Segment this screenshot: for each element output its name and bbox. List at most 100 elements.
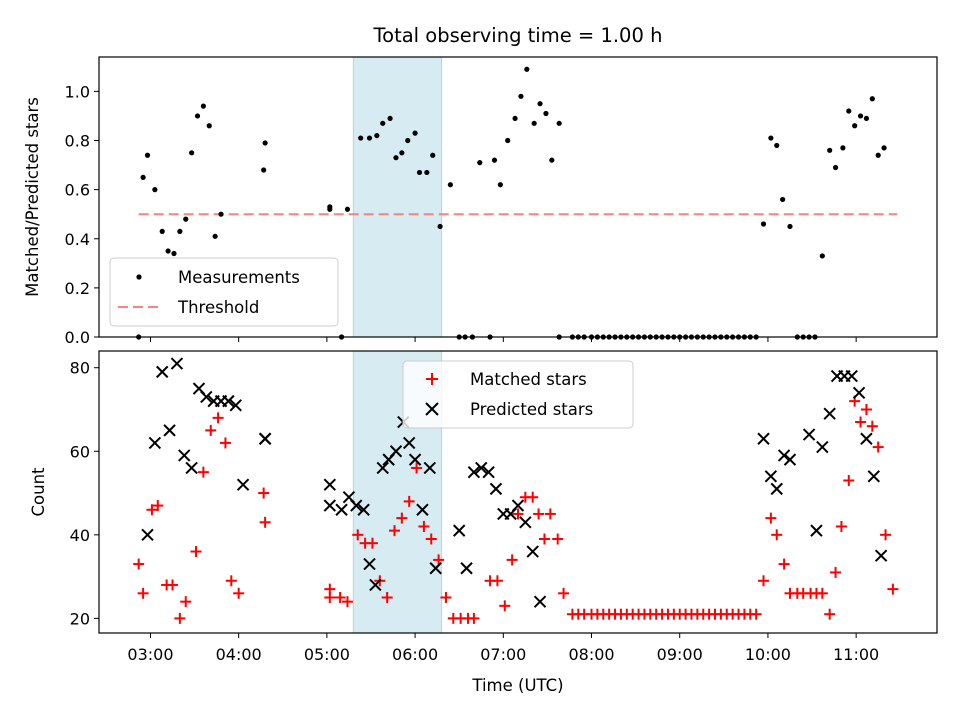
matched-star-point [558, 587, 570, 599]
top-legend: Measurements Threshold [109, 257, 339, 327]
matched-star-point [219, 437, 231, 449]
measurement-point [827, 147, 833, 153]
matched-star-point [352, 529, 364, 541]
matched-star-point [506, 554, 518, 566]
measurement-point [497, 182, 503, 188]
predicted-star-point [369, 578, 382, 592]
x-tick-label: 11:00 [833, 645, 879, 664]
measurement-point [852, 123, 858, 129]
matched-star-point [765, 512, 777, 524]
bottom-y-tick-label: 40 [70, 526, 90, 545]
predicted-star-point [460, 562, 473, 575]
legend-predicted-label: Predicted stars [470, 400, 593, 419]
predicted-star-point [860, 432, 873, 445]
bottom-plot-frame [98, 350, 938, 634]
predicted-star-point [323, 478, 337, 491]
measurement-point [171, 250, 177, 257]
legend-matched-label: Matched stars [470, 370, 587, 389]
matched-star-point [771, 529, 783, 541]
measurement-point [159, 228, 165, 234]
legend-predicted-marker [425, 402, 439, 416]
matched-star-point [137, 587, 149, 599]
predicted-star-point [810, 524, 823, 537]
measurement-point [344, 206, 351, 212]
matched-star-point [381, 591, 393, 603]
predicted-star-point [511, 499, 525, 512]
measurement-point [840, 145, 846, 151]
measurements-series [136, 66, 887, 340]
predicted-star-point [200, 390, 213, 404]
predicted-star-point [335, 503, 348, 516]
matched-star-point [174, 612, 186, 624]
matched-star-point [855, 416, 867, 428]
predicted-star-point [402, 436, 416, 450]
predicted-stars-series [141, 357, 888, 608]
predicted-star-point [526, 545, 539, 558]
x-tick-label: 03:00 [127, 645, 173, 664]
predicted-star-point [783, 453, 797, 466]
predicted-star-point [416, 503, 429, 516]
measurement-point [857, 113, 864, 119]
x-tick-label: 09:00 [657, 645, 703, 664]
predicted-star-point [222, 394, 235, 408]
measurement-point [524, 66, 530, 72]
matched-star-point [197, 466, 209, 478]
matched-star-point [440, 591, 452, 603]
matched-star-point [233, 587, 245, 599]
x-tick-label: 04:00 [216, 645, 262, 664]
measurement-point [543, 110, 549, 117]
measurement-point [399, 150, 405, 156]
matched-star-point [816, 587, 828, 599]
matched-star-point [334, 591, 346, 603]
predicted-star-point [816, 440, 829, 454]
predicted-star-point [452, 524, 466, 537]
predicted-star-point [467, 465, 481, 479]
measurement-point [491, 157, 498, 163]
predicted-star-point [350, 499, 363, 512]
predicted-star-point [519, 516, 532, 529]
measurement-point [437, 223, 443, 230]
x-tick-label: 07:00 [480, 645, 526, 664]
matched-star-point [133, 558, 145, 570]
measurement-point [405, 137, 411, 144]
matched-star-point [180, 596, 192, 608]
matched-star-point [396, 512, 408, 524]
matched-star-point [872, 441, 884, 453]
matched-star-point [758, 575, 770, 587]
matched-star-point [750, 608, 762, 620]
predicted-star-point [475, 461, 488, 475]
predicted-star-point [389, 445, 403, 458]
predicted-star-point [852, 386, 866, 399]
predicted-star-point [757, 432, 770, 445]
predicted-star-point [363, 557, 376, 571]
matched-star-point [491, 575, 503, 587]
matched-star-point [366, 537, 378, 549]
matched-star-point [403, 495, 415, 507]
predicted-star-point [777, 449, 791, 462]
matched-star-point [860, 403, 872, 415]
predicted-star-point [156, 365, 169, 379]
measurement-point [863, 115, 870, 122]
x-axis-label: Time (UTC) [471, 676, 563, 695]
bottom-y-tick-label: 60 [70, 442, 90, 461]
top-y-tick-label: 0.2 [65, 279, 90, 298]
predicted-star-point [357, 503, 370, 516]
matched-star-point [830, 566, 842, 578]
bottom-y-tick-label: 20 [70, 609, 90, 628]
top-y-axis-label: Matched/Predicted stars [23, 97, 42, 297]
predicted-star-point [141, 528, 154, 542]
top-y-tick-label: 1.0 [65, 82, 90, 101]
measurement-point [531, 120, 537, 126]
top-y-tick-label: 0.4 [65, 230, 90, 249]
matched-star-point [778, 558, 790, 570]
matched-star-point [152, 500, 164, 512]
predicted-star-point [802, 428, 816, 441]
predicted-star-point [823, 407, 836, 420]
predicted-star-point [185, 461, 198, 475]
legend-threshold-label: Threshold [177, 298, 259, 317]
measurement-point [412, 130, 418, 136]
x-tick-label: 08:00 [568, 645, 614, 664]
measurement-point [760, 221, 767, 227]
predicted-star-point [163, 424, 176, 437]
matched-star-point [843, 475, 855, 487]
